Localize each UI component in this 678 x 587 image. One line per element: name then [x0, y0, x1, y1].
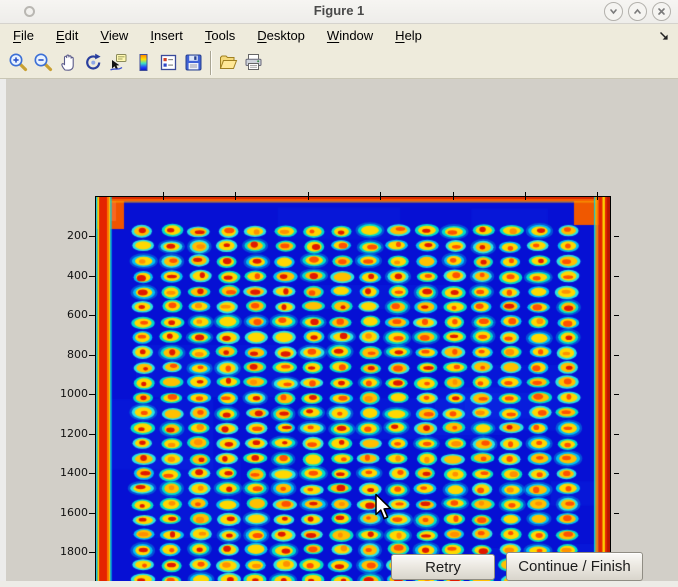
y-axis-tick-mark	[89, 394, 95, 395]
microarray-image[interactable]	[96, 197, 610, 587]
chevron-up-icon	[632, 6, 643, 17]
window-left-border	[0, 79, 6, 581]
x-axis-top-tick-mark	[235, 192, 236, 200]
zoom-in-icon	[8, 52, 29, 73]
y-axis-tick-mark	[89, 434, 95, 435]
save-figure-button[interactable]	[181, 50, 206, 76]
open-file-button[interactable]	[216, 50, 241, 76]
x-axis-top-tick-mark	[163, 192, 164, 200]
y-axis-right-tick-mark	[614, 513, 619, 514]
window-bottom-border	[0, 581, 678, 587]
dock-figure-button[interactable]	[658, 29, 670, 47]
y-axis-right-tick-mark	[614, 355, 619, 356]
zoom-out-icon	[33, 52, 54, 73]
y-axis-right-tick-mark	[614, 276, 619, 277]
menu-item-desktop[interactable]: Desktop	[246, 25, 316, 46]
y-axis-right-tick-mark	[614, 236, 619, 237]
menu-item-tools[interactable]: Tools	[194, 25, 246, 46]
zoom-out-button[interactable]	[31, 50, 56, 76]
print-figure-icon	[243, 52, 264, 73]
rotate-3d-button[interactable]	[81, 50, 106, 76]
menu-item-help[interactable]: Help	[384, 25, 433, 46]
x-axis-top-tick-mark	[453, 192, 454, 200]
minimize-button[interactable]	[604, 2, 623, 21]
insert-legend-icon	[158, 52, 179, 73]
window-title: Figure 1	[0, 3, 678, 18]
menu-item-window[interactable]: Window	[316, 25, 384, 46]
y-axis-tick-label: 1400	[46, 466, 88, 479]
figure-canvas-area: 2004006008001000120014001600180020002004…	[0, 79, 678, 581]
window-menu-icon[interactable]	[24, 6, 35, 17]
y-axis-right-tick-mark	[614, 434, 619, 435]
y-axis-tick-label: 600	[46, 308, 88, 321]
continue-finish-button[interactable]: Continue / Finish	[506, 552, 643, 581]
insert-colorbar-icon	[133, 52, 154, 73]
y-axis-tick-mark	[89, 513, 95, 514]
menu-item-insert[interactable]: Insert	[139, 25, 194, 46]
figure-window: Figure 1 FileEditViewInsertToolsDesktopW…	[0, 0, 678, 587]
insert-legend-button[interactable]	[156, 50, 181, 76]
y-axis-tick-label: 200	[46, 229, 88, 242]
x-axis-top-tick-mark	[597, 192, 598, 200]
menu-item-file[interactable]: File	[2, 25, 45, 46]
zoom-in-button[interactable]	[6, 50, 31, 76]
x-axis-top-tick-mark	[380, 192, 381, 200]
y-axis-tick-label: 1800	[46, 545, 88, 558]
y-axis-tick-label: 1200	[46, 427, 88, 440]
y-axis-right-tick-mark	[614, 473, 619, 474]
insert-colorbar-button[interactable]	[131, 50, 156, 76]
window-controls	[604, 2, 671, 21]
toolbar-separator	[210, 51, 211, 75]
menu-item-view[interactable]: View	[89, 25, 139, 46]
data-cursor-icon	[108, 52, 129, 73]
y-axis-tick-mark	[89, 276, 95, 277]
y-axis-right-tick-mark	[614, 315, 619, 316]
y-axis-tick-label: 1600	[46, 506, 88, 519]
print-figure-button[interactable]	[241, 50, 266, 76]
x-axis-top-tick-mark	[525, 192, 526, 200]
save-figure-icon	[183, 52, 204, 73]
y-axis-tick-label: 800	[46, 348, 88, 361]
open-file-icon	[218, 52, 239, 73]
menu-bar: FileEditViewInsertToolsDesktopWindowHelp	[0, 24, 678, 47]
y-axis-tick-mark	[89, 552, 95, 553]
close-icon	[656, 6, 667, 17]
y-axis-tick-label: 1000	[46, 387, 88, 400]
close-button[interactable]	[652, 2, 671, 21]
x-axis-top-tick-mark	[308, 192, 309, 200]
title-bar[interactable]: Figure 1	[0, 0, 678, 24]
y-axis-tick-mark	[89, 236, 95, 237]
figure-toolbar	[0, 47, 678, 79]
y-axis-tick-label: 400	[46, 269, 88, 282]
rotate-3d-icon	[83, 52, 104, 73]
pan-icon	[58, 52, 79, 73]
y-axis-tick-mark	[89, 473, 95, 474]
data-cursor-button[interactable]	[106, 50, 131, 76]
pan-button[interactable]	[56, 50, 81, 76]
plot-axes	[95, 196, 611, 587]
menu-item-edit[interactable]: Edit	[45, 25, 89, 46]
y-axis-right-tick-mark	[614, 394, 619, 395]
retry-button[interactable]: Retry	[391, 554, 495, 580]
chevron-down-icon	[608, 6, 619, 17]
y-axis-tick-mark	[89, 355, 95, 356]
y-axis-tick-mark	[89, 315, 95, 316]
maximize-button[interactable]	[628, 2, 647, 21]
dock-arrow-icon	[658, 30, 670, 42]
